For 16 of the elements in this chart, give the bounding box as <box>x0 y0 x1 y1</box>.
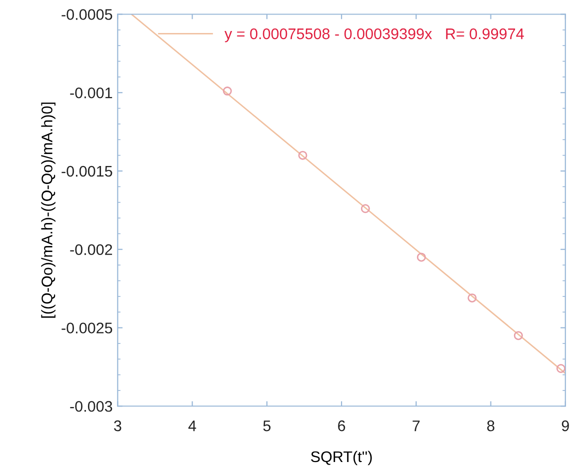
y-tick-label: -0.0015 <box>62 166 112 177</box>
x-tick-label: 9 <box>562 420 569 432</box>
y-tick-label: -0.002 <box>70 244 112 256</box>
y-tick-label: -0.003 <box>70 400 112 412</box>
legend-label: y = 0.00075508 - 0.00039399x R= 0.99974 <box>224 28 524 42</box>
x-tick-label: 7 <box>412 420 420 432</box>
y-tick-label: -0.0005 <box>62 9 112 20</box>
x-tick-label: 3 <box>114 420 122 432</box>
x-axis-title: SQRT(t'') <box>311 450 372 466</box>
x-tick-label: 6 <box>338 420 346 432</box>
y-tick-label: -0.0025 <box>62 322 112 334</box>
x-tick-label: 4 <box>188 420 196 432</box>
x-tick-label: 8 <box>487 420 494 432</box>
y-tick-label: -0.001 <box>70 87 112 98</box>
x-tick-label: 5 <box>263 420 271 432</box>
y-axis-title: [((Q-Qo)/mA.h)-((Q-Qo)/mA.h)0] <box>41 102 56 318</box>
